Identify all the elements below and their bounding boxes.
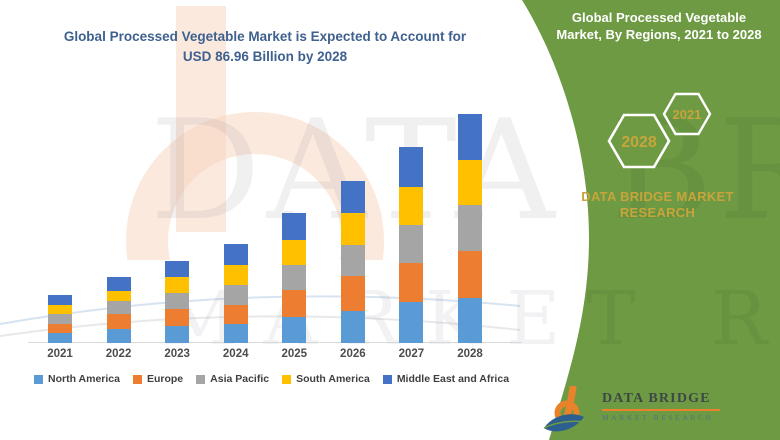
dbmr-logo-rule [602, 409, 720, 411]
bar-2021 [48, 294, 72, 343]
segment-asia-pacific [399, 224, 424, 264]
legend-label: Middle East and Africa [396, 373, 510, 385]
segment-north-america [165, 325, 190, 343]
x-axis-label-2023: 2023 [164, 348, 190, 360]
x-axis-label-2021: 2021 [47, 348, 73, 360]
segment-middle-east-and-africa [48, 294, 72, 305]
bar-2022 [106, 277, 131, 343]
legend-label: Europe [146, 373, 184, 385]
segment-north-america [340, 310, 365, 343]
hexagon-2021-label: 2021 [673, 107, 702, 122]
legend-swatch-icon [34, 374, 43, 384]
segment-north-america [106, 328, 131, 343]
bar-2026 [340, 180, 365, 343]
segment-europe [106, 313, 131, 329]
segment-asia-pacific [165, 293, 190, 310]
segment-south-america [457, 159, 482, 206]
segment-europe [399, 263, 424, 303]
x-axis-label-2027: 2027 [398, 348, 425, 360]
segment-asia-pacific [340, 244, 365, 277]
segment-north-america [223, 324, 248, 343]
right-panel-title: Global Processed Vegetable Market, By Re… [543, 9, 775, 43]
segment-north-america [399, 302, 424, 343]
dbmr-logo: DATA BRIDGE MARKET RESEARCH [542, 386, 720, 434]
bar-2025 [282, 212, 307, 343]
watermark-logo-ring [126, 112, 384, 260]
legend-label: Asia Pacific [210, 373, 270, 385]
legend-item-asia-pacific: Asia Pacific [196, 373, 269, 385]
bar-2024 [223, 244, 248, 343]
segment-middle-east-and-africa [399, 147, 424, 187]
hexagons-graphic: 2021 2028 [607, 92, 712, 169]
segment-europe [340, 276, 365, 311]
right-panel-title-line2: Market, By Regions, 2021 to 2028 [556, 27, 762, 42]
x-axis-label-2024: 2024 [222, 348, 249, 360]
segment-north-america [282, 317, 307, 343]
segment-asia-pacific [48, 313, 72, 324]
legend-label: South America [296, 373, 370, 385]
brand-wordmark-line2: RESEARCH [619, 204, 696, 220]
x-axis-label-2025: 2025 [281, 348, 308, 360]
bar-2027 [399, 147, 424, 343]
segment-europe [48, 323, 72, 333]
segment-south-america [165, 276, 190, 294]
legend-swatch-icon [282, 374, 292, 384]
chart-title-line2: USD 86.96 Billion by 2028 [182, 49, 348, 64]
segment-middle-east-and-africa [223, 244, 248, 266]
segment-europe [165, 309, 190, 326]
segment-middle-east-and-africa [165, 260, 190, 277]
legend-item-europe: Europe [132, 373, 184, 385]
segment-europe [223, 304, 248, 325]
bar-2023 [165, 260, 190, 343]
segment-europe [282, 289, 307, 318]
dbmr-logo-tagline: MARKET RESEARCH [602, 413, 714, 422]
legend-item-south-america: South America [282, 373, 370, 385]
segment-middle-east-and-africa [340, 180, 365, 213]
right-panel-title-line1: Global Processed Vegetable [571, 10, 747, 25]
segment-south-america [399, 186, 424, 225]
hexagon-2021-icon [662, 92, 712, 136]
segment-south-america [340, 212, 365, 245]
brand-wordmark-line1: DATA BRIDGE MARKET [581, 189, 734, 204]
x-axis-line [28, 342, 522, 343]
segment-south-america [282, 239, 307, 265]
legend-swatch-icon [382, 374, 392, 384]
legend-swatch-icon [132, 374, 142, 384]
segment-middle-east-and-africa [457, 114, 482, 160]
legend-item-north-america: North America [34, 373, 120, 385]
x-axis-label-2028: 2028 [457, 348, 483, 360]
segment-north-america [48, 332, 72, 343]
segment-south-america [223, 265, 248, 286]
hexagon-2028-label: 2028 [621, 134, 657, 151]
segment-south-america [48, 304, 72, 314]
chart-title-line1: Global Processed Vegetable Market is Exp… [63, 29, 467, 44]
chart-legend: North America Europe Asia Pacific South Ame… [34, 373, 509, 385]
dbmr-logo-name: DATA BRIDGE [602, 391, 711, 406]
segment-asia-pacific [282, 264, 307, 290]
segment-asia-pacific [106, 301, 131, 314]
dbmr-logo-icon [543, 386, 587, 432]
legend-swatch-icon [196, 374, 206, 384]
brand-wordmark: DATA BRIDGE MARKET RESEARCH [545, 189, 770, 220]
x-axis-label-2026: 2026 [340, 348, 366, 360]
segment-middle-east-and-africa [106, 277, 131, 292]
segment-asia-pacific [457, 205, 482, 252]
segment-asia-pacific [223, 285, 248, 305]
chart-title: Global Processed Vegetable Market is Exp… [30, 27, 500, 67]
segment-south-america [106, 291, 131, 302]
segment-north-america [457, 298, 482, 343]
segment-europe [457, 251, 482, 298]
bar-2028 [457, 114, 482, 343]
legend-item-middle-east-and-africa: Middle East and Africa [382, 373, 510, 385]
hexagon-2028-icon [607, 113, 671, 169]
legend-label: North America [48, 373, 120, 385]
segment-middle-east-and-africa [282, 212, 307, 240]
x-axis-label-2022: 2022 [105, 348, 132, 360]
